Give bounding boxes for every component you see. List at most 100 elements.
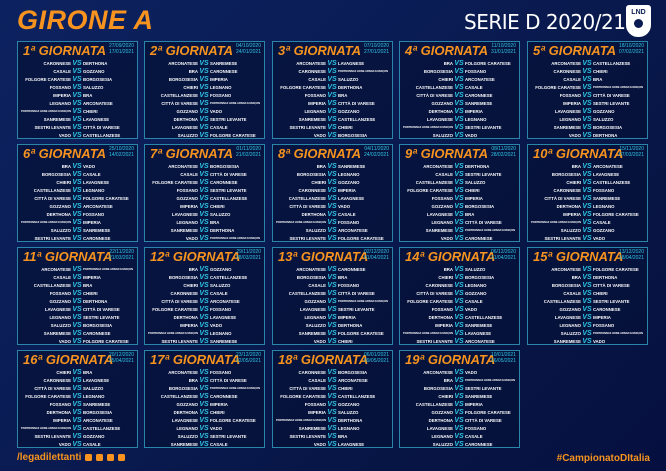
home-team: CASTELLANZESE [415, 84, 453, 90]
vs-label: VS [72, 425, 82, 433]
home-team: FOSSANO [49, 401, 71, 407]
match-row: PONTDONNAZ HÔNE ARNAD EVANÇON VS LEGNANO [145, 330, 264, 338]
lnd-logo: LND [626, 5, 651, 37]
match-row: SANREMESE VS CASALE [145, 441, 264, 449]
match-row: CHIERI VS SALUZZO [145, 281, 264, 289]
match-row: FOSSANO VS CITTÀ DI VARESE [528, 91, 647, 99]
home-team: LEGNANO [176, 426, 199, 432]
vs-label: VS [454, 83, 464, 91]
away-team: FOLGORE CARATESE [465, 60, 511, 66]
home-team: GOZZANO [176, 109, 198, 115]
match-row: FOSSANO VS IMPERIA [400, 194, 519, 202]
vs-label: VS [454, 433, 464, 441]
match-row: SESTRI LEVANTE VS CITTÀ DI VARESE [18, 124, 137, 132]
away-team: CASTELLANZESE [210, 274, 248, 280]
match-row: LAVAGNESE VS BRA [400, 211, 519, 219]
home-team: SALUZZO [305, 323, 326, 329]
match-row: CARONNESE VS CASALE [145, 289, 264, 297]
vs-label: VS [454, 376, 464, 384]
away-team: VADO [593, 236, 606, 242]
home-team: LEGNANO [49, 315, 72, 321]
match-row: SALUZZO VS CARONNESE [400, 441, 519, 449]
home-team: GOZZANO [49, 298, 71, 304]
home-team: VADO [58, 339, 71, 345]
away-team: CHIERI [210, 410, 225, 416]
vs-label: VS [454, 108, 464, 116]
home-team: CASALE [180, 171, 198, 177]
vs-label: VS [72, 75, 82, 83]
away-team: SANREMESE [210, 60, 238, 66]
vs-label: VS [199, 289, 209, 297]
match-row: CASALE VS GOZZANO [18, 67, 137, 75]
twitter-icon[interactable] [107, 454, 115, 461]
home-team: CITTÀ DI VARESE [161, 298, 198, 304]
away-team: CARONNESE [210, 68, 238, 74]
home-team: CITTÀ DI VARESE [34, 385, 71, 391]
home-team: DERTHONA [428, 109, 453, 115]
home-team: FOLGORE CARATESE [407, 187, 453, 193]
home-team: SANREMESE [298, 117, 326, 123]
vs-label: VS [327, 227, 337, 235]
home-team: DERTHONA [173, 117, 198, 123]
away-team: CHIERI [338, 125, 353, 131]
home-team: CASTELLANZESE [160, 92, 198, 98]
social-handle[interactable]: /legadilettanti [17, 452, 82, 463]
away-team: LEGNANO [338, 426, 360, 432]
home-team: CARONNESE [43, 377, 71, 383]
match-row: BORGOSESIA VS IMPERIA [145, 75, 264, 83]
home-team: IMPERIA [308, 410, 326, 416]
giornata-dates: 15/11/2020 07/03/2021 [619, 146, 644, 158]
andata-date: 11/10/2020 [491, 43, 516, 49]
away-team: SANREMESE [83, 228, 111, 234]
giornata-card: 10ª GIORNATA 15/11/2020 07/03/2021 BRA VS AR… [527, 144, 648, 242]
match-row: VADO VS CASALE [18, 441, 137, 449]
giornata-card: 7ª GIORNATA 01/11/2020 21/02/2021 ARCONATE… [144, 144, 265, 242]
home-team: BRA [571, 163, 581, 169]
vs-label: VS [72, 306, 82, 314]
vs-label: VS [327, 116, 337, 124]
home-team: PONTDONNAZ HÔNE ARNAD EVANÇON [275, 221, 326, 225]
home-team: CHIERI [311, 179, 326, 185]
match-row: ARCONATESE VS PONTDONNAZ HÔNE ARNAD EVANÇO… [18, 265, 137, 273]
away-team: LEGNANO [83, 187, 105, 193]
away-team: SALUZZO [83, 385, 104, 391]
away-team: FOSSANO [593, 323, 615, 329]
home-team: CARONNESE [553, 68, 581, 74]
home-team: VADO [58, 442, 71, 448]
home-team: FOLGORE CARATESE [407, 298, 453, 304]
andata-date: 10/01/2021 [490, 352, 516, 358]
vs-label: VS [199, 59, 209, 67]
vs-label: VS [327, 441, 337, 449]
away-team: CASALE [210, 125, 228, 131]
match-row: SANREMESE VS PONTDONNAZ HÔNE ARNAD EVANÇON [400, 227, 519, 235]
match-row: FOLGORE CARATESE VS CHIERI [400, 186, 519, 194]
match-row: CASTELLANZESE VS FOSSANO [145, 91, 264, 99]
away-team: FOLGORE CARATESE [593, 266, 639, 272]
vs-label: VS [582, 170, 592, 178]
match-row: GOZZANO VS CASTELLANZESE [145, 194, 264, 202]
vs-label: VS [199, 417, 209, 425]
match-row: BRA VS DERTHONA [528, 273, 647, 281]
giornata-dates: 25/10/2020 14/02/2021 [109, 146, 134, 158]
match-row: CITTÀ DI VARESE VS SANREMESE [528, 194, 647, 202]
instagram-icon[interactable] [96, 454, 104, 461]
vs-label: VS [327, 400, 337, 408]
youtube-icon[interactable] [118, 454, 126, 461]
vs-label: VS [327, 124, 337, 132]
away-team: FOSSANO [338, 220, 360, 226]
away-team: IMPERIA [210, 76, 228, 82]
away-team: CASTELLANZESE [83, 133, 121, 139]
giornata-card: 14ª GIORNATA 06/12/2020 11/04/2021 BRA VS SA… [399, 247, 520, 345]
vs-label: VS [199, 273, 209, 281]
home-team: SANREMESE [553, 339, 581, 345]
home-team: CASTELLANZESE [543, 298, 581, 304]
away-team: FOSSANO [83, 212, 105, 218]
giornata-card: 11ª GIORNATA 22/11/2020 21/03/2021 ARCONAT… [17, 247, 138, 345]
match-row: BORGOSESIA VS CITTÀ DI VARESE [528, 281, 647, 289]
facebook-icon[interactable] [85, 454, 93, 461]
match-row: BRA VS VADO [18, 162, 137, 170]
away-team: CITTÀ DI VARESE [338, 101, 375, 107]
vs-label: VS [454, 67, 464, 75]
home-team: BRA [443, 377, 453, 383]
vs-label: VS [582, 330, 592, 338]
